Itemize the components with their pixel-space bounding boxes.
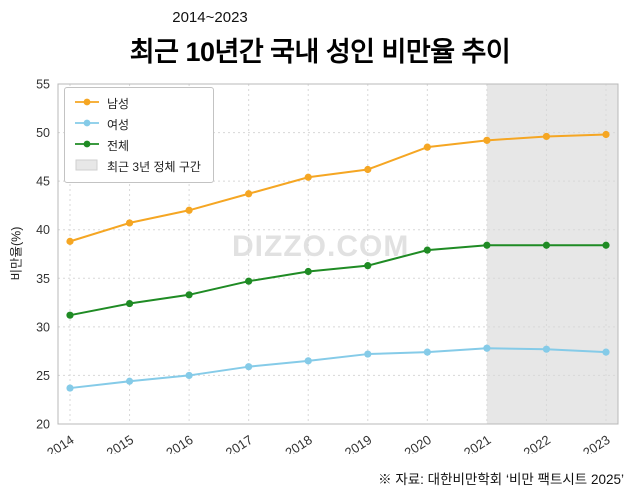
y-tick-label: 40 — [36, 223, 50, 237]
data-point — [423, 348, 431, 356]
series-line-1 — [69, 347, 607, 390]
data-point — [542, 345, 551, 353]
data-point — [483, 344, 491, 352]
y-tick-label: 50 — [36, 126, 50, 140]
x-tick-label: 2014 — [44, 432, 76, 454]
data-point — [483, 241, 491, 249]
data-point — [542, 132, 551, 141]
data-point — [304, 267, 312, 276]
x-tick-label: 2016 — [163, 432, 195, 454]
data-point — [245, 190, 253, 198]
plot-border — [57, 83, 619, 425]
data-point — [125, 377, 134, 385]
legend-marker — [74, 117, 100, 132]
data-point — [364, 165, 372, 174]
x-tick-label: 2017 — [223, 432, 255, 454]
y-tick-label: 30 — [36, 320, 50, 334]
y-tick-label: 45 — [36, 175, 50, 189]
data-point — [185, 206, 193, 214]
y-tick-label: 35 — [36, 272, 50, 286]
legend-item: 전체 — [74, 137, 201, 154]
data-point — [602, 130, 610, 139]
data-point — [602, 241, 610, 249]
x-tick-label: 2015 — [104, 432, 136, 454]
data-point — [542, 241, 551, 249]
x-tick-label: 2022 — [521, 432, 553, 454]
data-point — [423, 143, 431, 151]
data-point — [245, 363, 253, 371]
y-tick-label: 55 — [36, 78, 50, 92]
data-point — [364, 262, 372, 270]
source-note: ※ 자료: 대한비만학회 ‘비만 팩트시트 2025’ — [378, 472, 624, 487]
legend-marker — [74, 159, 100, 174]
y-tick-label: 25 — [36, 369, 50, 383]
legend-label: 남성 — [107, 97, 130, 111]
legend-item: 남성 — [74, 95, 201, 112]
x-tick-label: 2019 — [342, 432, 374, 454]
data-point — [304, 357, 312, 365]
legend-marker — [74, 96, 100, 111]
watermark: DIZZO.COM — [232, 230, 410, 263]
legend-item: 최근 3년 정체 구간 — [74, 158, 201, 175]
chart-subtitle: 2014~2023 — [172, 9, 248, 26]
legend-label: 최근 3년 정체 구간 — [107, 160, 201, 174]
y-tick-label: 20 — [36, 418, 50, 432]
data-point — [245, 277, 253, 285]
legend-item: 여성 — [74, 116, 201, 133]
legend-label: 전체 — [107, 139, 130, 153]
series-line-2 — [69, 244, 606, 317]
data-point — [364, 350, 372, 358]
plateau-region — [486, 84, 618, 424]
legend-label: 여성 — [107, 118, 130, 132]
data-point — [602, 348, 610, 356]
data-point — [423, 246, 431, 254]
data-point — [125, 219, 134, 227]
data-point — [66, 237, 74, 245]
x-tick-label: 2021 — [461, 432, 493, 454]
data-point — [185, 371, 193, 380]
legend-marker — [74, 138, 100, 153]
data-point — [125, 299, 134, 308]
data-point — [304, 173, 312, 181]
data-point — [185, 291, 193, 299]
x-tick-label: 2020 — [402, 432, 434, 454]
data-point — [66, 384, 74, 392]
line-chart: 20 25 30 35 40 45 50 55 2014 2015 2016 2017 2018 2019… — [36, 78, 619, 454]
x-tick-label: 2018 — [282, 432, 314, 454]
data-point — [66, 311, 74, 319]
series-line-0 — [69, 133, 607, 243]
data-point — [483, 136, 491, 144]
x-tick-label: 2023 — [580, 432, 612, 454]
chart-title: 최근 10년간 국내 성인 비만율 추이 — [129, 37, 511, 67]
